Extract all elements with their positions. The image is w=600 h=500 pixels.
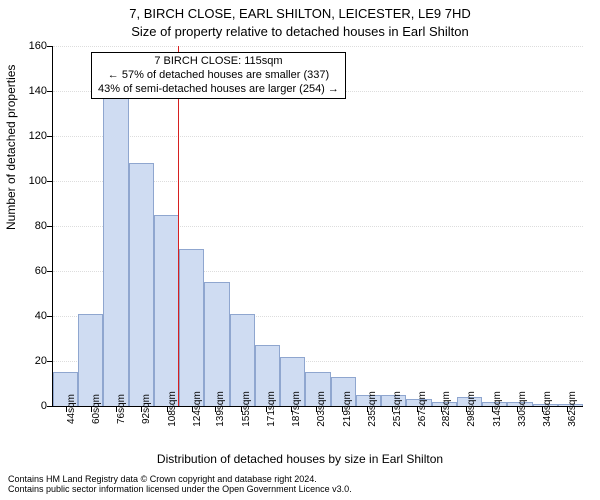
x-tick-label: 44sqm [66, 394, 77, 424]
x-tick-label: 314sqm [492, 391, 503, 427]
y-tick [47, 181, 53, 182]
histogram-bar [103, 91, 128, 406]
title-line-1: 7, BIRCH CLOSE, EARL SHILTON, LEICESTER,… [0, 6, 600, 21]
y-tick-label: 40 [17, 310, 47, 322]
histogram-bar [78, 314, 103, 406]
x-tick-label: 171sqm [266, 391, 277, 427]
x-tick-label: 362sqm [567, 391, 578, 427]
footer-line-2: Contains public sector information licen… [8, 484, 352, 494]
x-tick-label: 76sqm [116, 394, 127, 424]
annotation-line-1: 7 BIRCH CLOSE: 115sqm [98, 55, 339, 69]
chart-container: 7, BIRCH CLOSE, EARL SHILTON, LEICESTER,… [0, 0, 600, 500]
x-tick-label: 267sqm [417, 391, 428, 427]
y-tick-label: 120 [17, 130, 47, 142]
histogram-bar [179, 249, 204, 407]
y-tick [47, 406, 53, 407]
gridline [53, 46, 583, 47]
y-tick-label: 0 [17, 400, 47, 412]
x-tick-label: 108sqm [167, 391, 178, 427]
title-line-2: Size of property relative to detached ho… [0, 24, 600, 39]
histogram-bar [204, 282, 229, 406]
y-tick [47, 316, 53, 317]
x-tick-label: 235sqm [367, 391, 378, 427]
x-tick-label: 139sqm [215, 391, 226, 427]
y-tick-label: 20 [17, 355, 47, 367]
y-tick-label: 160 [17, 40, 47, 52]
y-tick [47, 46, 53, 47]
y-axis-label: Number of detached properties [4, 65, 18, 230]
plot-area: 02040608010012014016044sqm60sqm76sqm92sq… [52, 46, 583, 407]
x-tick-label: 251sqm [392, 391, 403, 427]
x-tick-label: 60sqm [91, 394, 102, 424]
x-tick-label: 330sqm [517, 391, 528, 427]
y-tick-label: 80 [17, 220, 47, 232]
x-tick-label: 282sqm [441, 391, 452, 427]
annotation-box: 7 BIRCH CLOSE: 115sqm← 57% of detached h… [91, 52, 346, 99]
annotation-line-2: ← 57% of detached houses are smaller (33… [98, 69, 339, 83]
footer-attribution: Contains HM Land Registry data © Crown c… [8, 474, 352, 495]
reference-line [178, 46, 179, 406]
x-tick-label: 187sqm [291, 391, 302, 427]
y-tick-label: 60 [17, 265, 47, 277]
x-tick-label: 92sqm [141, 394, 152, 424]
y-tick-label: 100 [17, 175, 47, 187]
y-tick [47, 361, 53, 362]
y-tick [47, 136, 53, 137]
x-tick-label: 124sqm [192, 391, 203, 427]
footer-line-1: Contains HM Land Registry data © Crown c… [8, 474, 317, 484]
y-tick [47, 91, 53, 92]
x-axis-label: Distribution of detached houses by size … [0, 452, 600, 466]
y-tick [47, 226, 53, 227]
histogram-bar [154, 215, 179, 406]
x-tick-label: 346sqm [542, 391, 553, 427]
y-tick-label: 140 [17, 85, 47, 97]
x-tick-label: 219sqm [342, 391, 353, 427]
histogram-bar [129, 163, 154, 406]
x-tick-label: 298sqm [466, 391, 477, 427]
x-tick-label: 155sqm [241, 391, 252, 427]
y-tick [47, 271, 53, 272]
x-tick-label: 203sqm [316, 391, 327, 427]
annotation-line-3: 43% of semi-detached houses are larger (… [98, 83, 339, 97]
gridline [53, 136, 583, 137]
